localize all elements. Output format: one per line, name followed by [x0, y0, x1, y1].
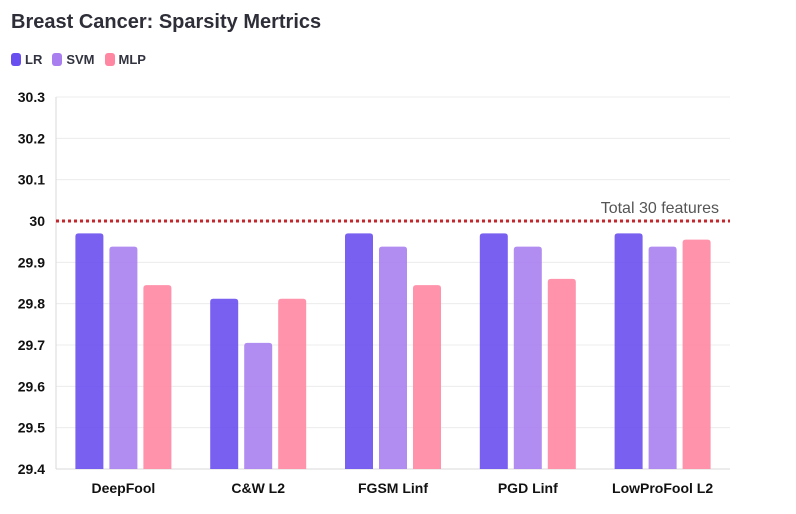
- y-tick-label: 29.9: [18, 254, 45, 270]
- legend-swatch-svm: [52, 53, 63, 66]
- legend-item-mlp[interactable]: MLP: [104, 52, 146, 67]
- x-tick-label: C&W L2: [231, 480, 285, 496]
- bar-lr-3: LR / PGD Linf: 29.97: [479, 233, 508, 469]
- bar-svm-4: SVM / LowProFool L2: 29.938: [648, 246, 677, 469]
- bar-svm-2: SVM / FGSM Linf: 29.938: [379, 246, 407, 469]
- x-tick-label: FGSM Linf: [358, 480, 428, 496]
- bar-lr-2: LR / FGSM Linf: 29.97: [345, 233, 373, 469]
- bar-svm-0: SVM / DeepFool: 29.938: [109, 246, 138, 469]
- legend-item-svm[interactable]: SVM: [52, 52, 95, 67]
- reference-line-label: Total 30 features: [601, 200, 719, 217]
- legend-swatch-lr: [11, 53, 21, 66]
- bar-svm-1: SVM / C&W L2: 29.705: [244, 342, 273, 469]
- bar-mlp-1: MLP / C&W L2: 29.812: [278, 298, 307, 469]
- legend-item-lr[interactable]: LR: [11, 52, 42, 67]
- bar-svm-3: SVM / PGD Linf: 29.938: [513, 246, 542, 469]
- y-tick-label: 30.3: [18, 89, 45, 105]
- bar-mlp-4: MLP / LowProFool L2: 29.955: [682, 239, 711, 469]
- y-tick-label: 29.8: [18, 296, 45, 312]
- bar-mlp-2: MLP / FGSM Linf: 29.845: [413, 285, 441, 469]
- bar-lr-0: LR / DeepFool: 29.97: [75, 233, 104, 469]
- bar-mlp-0: MLP / DeepFool: 29.845: [143, 285, 172, 469]
- chart-title: Breast Cancer: Sparsity Mertrics: [11, 11, 322, 33]
- y-tick-label: 29.5: [18, 420, 45, 436]
- legend-swatch-mlp: [104, 53, 115, 66]
- x-tick-label: PGD Linf: [498, 480, 558, 496]
- bar-mlp-3: MLP / PGD Linf: 29.86: [547, 278, 576, 469]
- y-tick-label: 29.7: [18, 337, 45, 353]
- x-tick-label: LowProFool L2: [612, 480, 713, 496]
- legend-label-mlp: MLP: [118, 52, 146, 67]
- y-tick-label: 29.6: [18, 378, 45, 394]
- y-tick-label: 29.4: [18, 461, 45, 477]
- y-tick-label: 30.1: [18, 172, 45, 188]
- y-tick-label: 30.2: [18, 130, 45, 146]
- legend-label-lr: LR: [25, 52, 43, 67]
- legend-label-svm: SVM: [66, 52, 95, 67]
- bar-lr-4: LR / LowProFool L2: 29.97: [614, 233, 643, 469]
- x-tick-label: DeepFool: [92, 480, 156, 496]
- chart-legend: LR SVM MLP: [11, 52, 146, 67]
- bar-lr-1: LR / C&W L2: 29.812: [210, 298, 239, 469]
- y-tick-label: 30: [29, 213, 45, 229]
